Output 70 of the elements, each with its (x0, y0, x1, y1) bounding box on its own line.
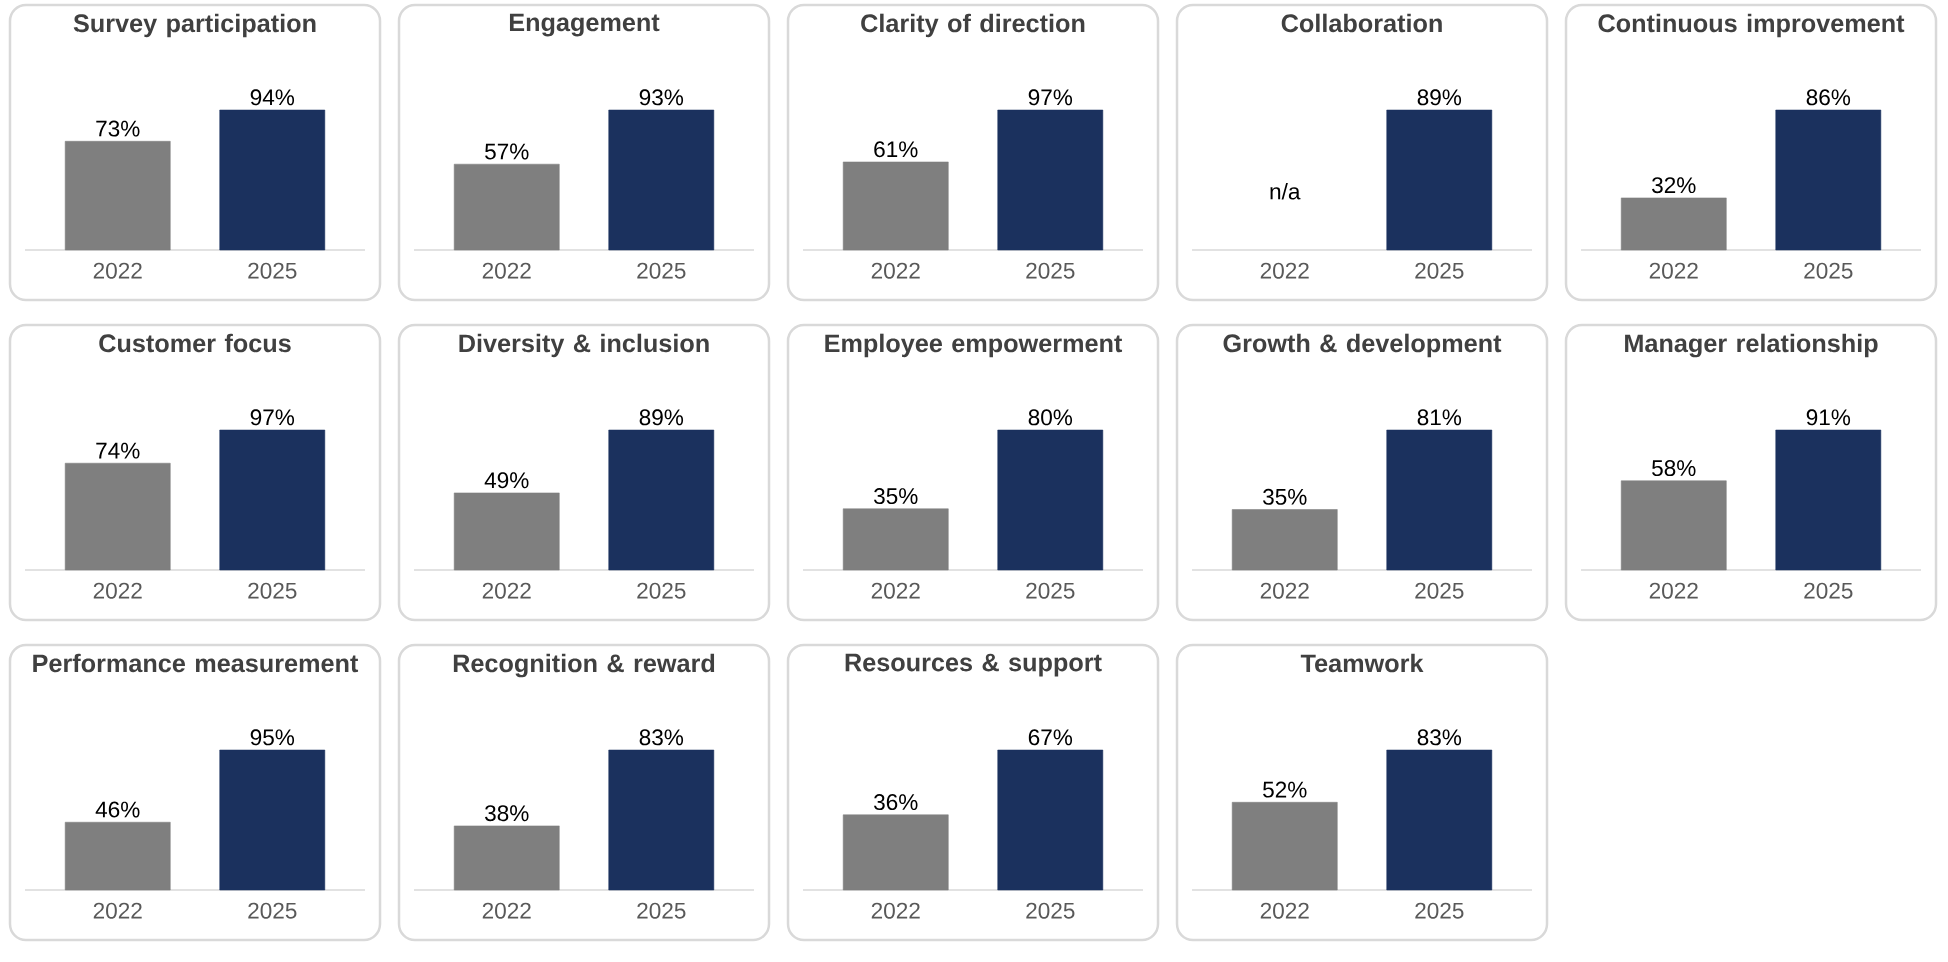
x-tick-label: 2025 (1804, 582, 1853, 599)
chart-title: Clarity of direction (861, 13, 1085, 38)
x-tick-label: 2025 (248, 582, 297, 599)
x-tick-label: 2022 (871, 262, 920, 279)
x-tick-label: 2022 (1260, 902, 1309, 919)
data-label: 52% (1263, 781, 1307, 798)
data-label: 80% (1028, 409, 1073, 426)
data-label: 81% (1417, 409, 1462, 426)
chart-title: Diversity & inclusion (459, 333, 709, 358)
chart-title: Continuous improvement (1598, 13, 1905, 38)
data-label: 58% (1652, 460, 1696, 477)
chart-title: Resources & support (845, 653, 1102, 677)
data-label: 83% (1417, 729, 1462, 746)
data-label: 74% (96, 442, 140, 459)
x-tick-label: 2025 (637, 582, 686, 599)
chart-title: Growth & development (1223, 333, 1502, 358)
data-label: 49% (484, 472, 529, 489)
data-label: 46% (95, 801, 140, 818)
x-tick-label: 2022 (93, 902, 142, 919)
chart-title: Teamwork (1300, 653, 1424, 673)
data-label: 67% (1028, 729, 1073, 746)
data-label: 35% (873, 488, 918, 505)
x-tick-label: 2022 (93, 262, 142, 279)
x-tick-label: 2022 (482, 902, 531, 919)
data-label: 95% (250, 729, 295, 746)
x-tick-label: 2025 (1415, 902, 1464, 919)
x-tick-label: 2022 (482, 262, 531, 279)
data-label: 83% (639, 729, 684, 746)
x-tick-label: 2025 (637, 902, 686, 919)
x-tick-label: 2022 (1260, 262, 1309, 279)
x-tick-label: 2025 (1804, 262, 1853, 279)
x-tick-label: 2025 (1415, 262, 1464, 279)
x-tick-label: 2022 (871, 582, 920, 599)
data-label: 32% (1652, 177, 1696, 194)
x-tick-label: 2025 (1415, 582, 1464, 599)
x-tick-label: 2022 (482, 582, 531, 599)
chart-title: Collaboration (1281, 13, 1442, 33)
x-tick-label: 2025 (248, 902, 297, 919)
x-tick-label: 2025 (1026, 262, 1075, 279)
x-tick-label: 2025 (248, 262, 297, 279)
x-tick-label: 2022 (1649, 582, 1698, 599)
chart-title: Manager relationship (1625, 333, 1878, 358)
data-label: 57% (485, 143, 529, 160)
x-tick-label: 2025 (1026, 582, 1075, 599)
x-tick-label: 2022 (93, 582, 142, 599)
data-label: 94% (250, 89, 295, 106)
x-tick-label: 2025 (637, 262, 686, 279)
x-tick-label: 2022 (1260, 582, 1309, 599)
chart-title: Engagement (509, 13, 660, 37)
text: n/a (1270, 182, 1301, 200)
chart-title: Performance measurement (33, 653, 359, 673)
chart-title: Employee empowerment (825, 333, 1123, 358)
data-label: 93% (639, 89, 684, 106)
chart-title: Recognition & reward (453, 653, 715, 678)
data-label: 73% (96, 120, 140, 137)
data-label: 97% (250, 409, 295, 426)
data-label: 61% (874, 141, 918, 158)
x-tick-label: 2022 (871, 902, 920, 919)
x-tick-label: 2022 (1649, 262, 1698, 279)
data-label: 86% (1806, 89, 1851, 106)
data-label: 91% (1806, 409, 1851, 426)
data-label: 36% (873, 794, 918, 811)
data-label: 89% (1417, 89, 1462, 106)
chart-title: Survey participation (73, 13, 316, 38)
x-tick-label: 2025 (1026, 902, 1075, 919)
data-label: 89% (639, 409, 684, 426)
data-label: 35% (1263, 488, 1307, 505)
data-label: 97% (1028, 89, 1073, 106)
data-label: 38% (484, 805, 529, 822)
chart-title: Customer focus (99, 333, 291, 353)
